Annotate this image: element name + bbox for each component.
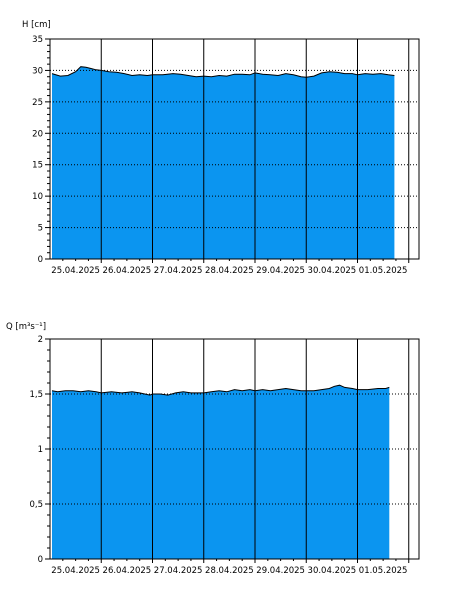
water-level-area-fill — [52, 66, 395, 259]
water-level-series-line — [51, 66, 395, 78]
discharge-y-tick-label: 1,5 — [29, 390, 43, 400]
discharge-x-tick-label: 01.05.2025 — [359, 566, 408, 576]
water-level-y-tick-label: 15 — [32, 161, 43, 171]
discharge-x-tick-label: 27.04.2025 — [154, 566, 203, 576]
water-level-y-tick-label: 5 — [38, 224, 43, 234]
water-level-y-tick-label: 35 — [32, 35, 43, 45]
discharge-y-tick-label: 1 — [38, 445, 43, 455]
water-level-y-tick-label: 30 — [32, 66, 43, 76]
water-level-x-tick-label: 30.04.2025 — [308, 266, 357, 276]
discharge-area-fill — [52, 385, 390, 559]
discharge-x-tick-label: 28.04.2025 — [205, 566, 254, 576]
water-level-y-tick-label: 0 — [38, 255, 43, 265]
water-level-y-tick-label: 25 — [32, 98, 43, 108]
discharge-x-tick-label: 25.04.2025 — [51, 566, 100, 576]
water-level-y-tick-label: 10 — [32, 192, 43, 202]
water-level-x-tick-label: 28.04.2025 — [205, 266, 254, 276]
water-level-y-axis-label: H [cm] — [22, 20, 51, 30]
discharge-plot-frame — [49, 338, 420, 560]
discharge-y-tick-label: 0 — [38, 555, 43, 565]
discharge-series-line — [51, 384, 390, 396]
water-level-chart: H [cm] 0 5 10 15 20 25 30 35 25.04.2025 26.04.202… — [22, 20, 420, 276]
discharge-y-tick-label: 0,5 — [29, 500, 43, 510]
water-level-x-tick-label: 25.04.2025 — [51, 266, 100, 276]
water-level-y-tick-label: 20 — [32, 129, 43, 139]
discharge-x-tick-label: 26.04.2025 — [103, 566, 152, 576]
water-level-x-tick-label: 26.04.2025 — [103, 266, 152, 276]
water-level-x-tick-label: 27.04.2025 — [154, 266, 203, 276]
water-level-plot-frame — [49, 38, 420, 260]
water-level-x-tick-label: 29.04.2025 — [256, 266, 305, 276]
discharge-y-tick-label: 2 — [38, 335, 43, 345]
water-level-x-tick-label: 01.05.2025 — [359, 266, 408, 276]
discharge-x-tick-label: 29.04.2025 — [256, 566, 305, 576]
discharge-x-tick-label: 30.04.2025 — [308, 566, 357, 576]
discharge-y-axis-label: Q [m³s⁻¹] — [6, 322, 46, 332]
